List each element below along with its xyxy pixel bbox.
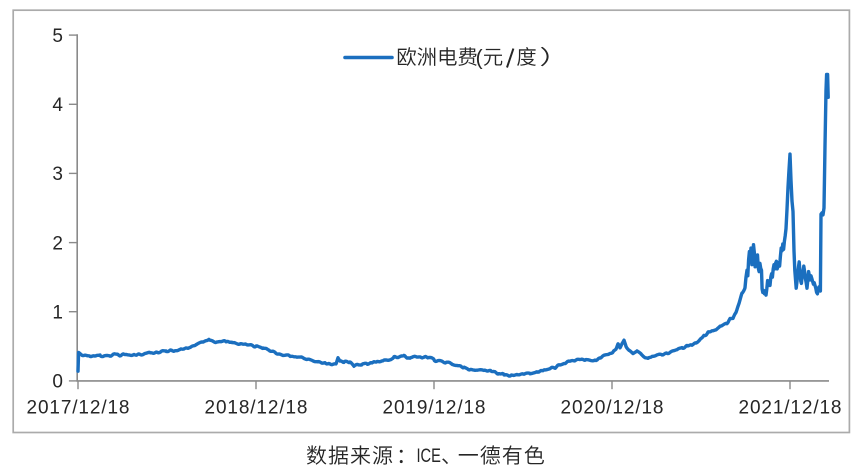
svg-text:2: 2 — [52, 233, 63, 254]
svg-text:2019/12/18: 2019/12/18 — [383, 398, 486, 419]
svg-text:1: 1 — [52, 303, 63, 324]
svg-text:(: ( — [476, 46, 483, 69]
svg-text:2021/12/18: 2021/12/18 — [739, 398, 842, 419]
svg-text:2018/12/18: 2018/12/18 — [205, 398, 308, 419]
svg-text:2020/12/18: 2020/12/18 — [561, 398, 664, 419]
svg-text:ICE: ICE — [417, 445, 441, 466]
svg-text:3: 3 — [52, 164, 63, 185]
svg-text:2017/12/18: 2017/12/18 — [27, 398, 130, 419]
svg-text:0: 0 — [52, 372, 63, 393]
svg-text:5: 5 — [52, 26, 63, 47]
svg-text:4: 4 — [52, 95, 63, 116]
